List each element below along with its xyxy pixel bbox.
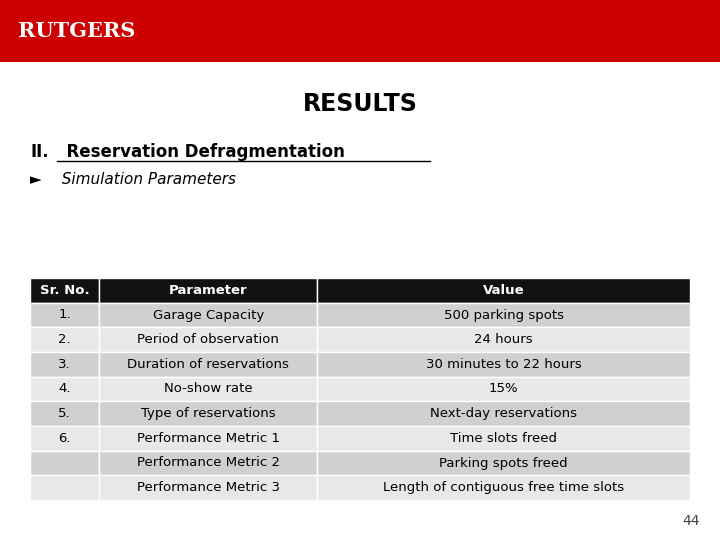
Bar xyxy=(30,451,99,475)
Bar xyxy=(317,377,690,401)
Text: 44: 44 xyxy=(683,514,700,528)
Text: Performance Metric 2: Performance Metric 2 xyxy=(137,456,279,469)
Bar xyxy=(99,475,317,500)
Bar xyxy=(317,475,690,500)
Text: Duration of reservations: Duration of reservations xyxy=(127,358,289,371)
Text: 3.: 3. xyxy=(58,358,71,371)
Bar xyxy=(317,401,690,426)
Text: Value: Value xyxy=(482,284,524,297)
Bar xyxy=(30,352,99,377)
Bar xyxy=(99,451,317,475)
Text: 4.: 4. xyxy=(58,382,71,395)
Bar xyxy=(317,327,690,352)
Text: ►: ► xyxy=(30,172,42,187)
Bar xyxy=(99,352,317,377)
Text: Parking spots freed: Parking spots freed xyxy=(439,456,568,469)
Bar xyxy=(30,327,99,352)
Bar xyxy=(99,426,317,451)
Bar xyxy=(30,278,99,302)
Bar xyxy=(30,475,99,500)
Text: RUTGERS: RUTGERS xyxy=(18,21,135,41)
Text: Period of observation: Period of observation xyxy=(138,333,279,346)
Text: 5.: 5. xyxy=(58,407,71,420)
Bar xyxy=(317,451,690,475)
Text: Simulation Parameters: Simulation Parameters xyxy=(52,172,236,187)
Bar xyxy=(30,401,99,426)
Text: Time slots freed: Time slots freed xyxy=(450,432,557,445)
Bar xyxy=(317,302,690,327)
Text: 24 hours: 24 hours xyxy=(474,333,533,346)
Bar xyxy=(30,377,99,401)
Text: RESULTS: RESULTS xyxy=(302,92,418,116)
Bar xyxy=(99,401,317,426)
Bar xyxy=(99,278,317,302)
Bar xyxy=(317,352,690,377)
Text: 500 parking spots: 500 parking spots xyxy=(444,308,564,321)
Bar xyxy=(317,426,690,451)
Bar xyxy=(99,327,317,352)
Text: Reservation Defragmentation: Reservation Defragmentation xyxy=(55,143,345,161)
Bar xyxy=(99,302,317,327)
Text: 30 minutes to 22 hours: 30 minutes to 22 hours xyxy=(426,358,582,371)
Text: No-show rate: No-show rate xyxy=(164,382,253,395)
Text: 6.: 6. xyxy=(58,432,71,445)
Bar xyxy=(99,377,317,401)
Bar xyxy=(30,426,99,451)
Bar xyxy=(30,302,99,327)
Text: Sr. No.: Sr. No. xyxy=(40,284,89,297)
Text: 2.: 2. xyxy=(58,333,71,346)
Text: Length of contiguous free time slots: Length of contiguous free time slots xyxy=(383,481,624,494)
Text: Next-day reservations: Next-day reservations xyxy=(430,407,577,420)
Text: Performance Metric 3: Performance Metric 3 xyxy=(137,481,279,494)
Text: II.: II. xyxy=(30,143,49,161)
Text: Performance Metric 1: Performance Metric 1 xyxy=(137,432,279,445)
Text: 1.: 1. xyxy=(58,308,71,321)
Bar xyxy=(0,0,720,62)
Text: Parameter: Parameter xyxy=(169,284,248,297)
Text: 15%: 15% xyxy=(489,382,518,395)
Text: Type of reservations: Type of reservations xyxy=(141,407,276,420)
Bar xyxy=(317,278,690,302)
Text: Garage Capacity: Garage Capacity xyxy=(153,308,264,321)
